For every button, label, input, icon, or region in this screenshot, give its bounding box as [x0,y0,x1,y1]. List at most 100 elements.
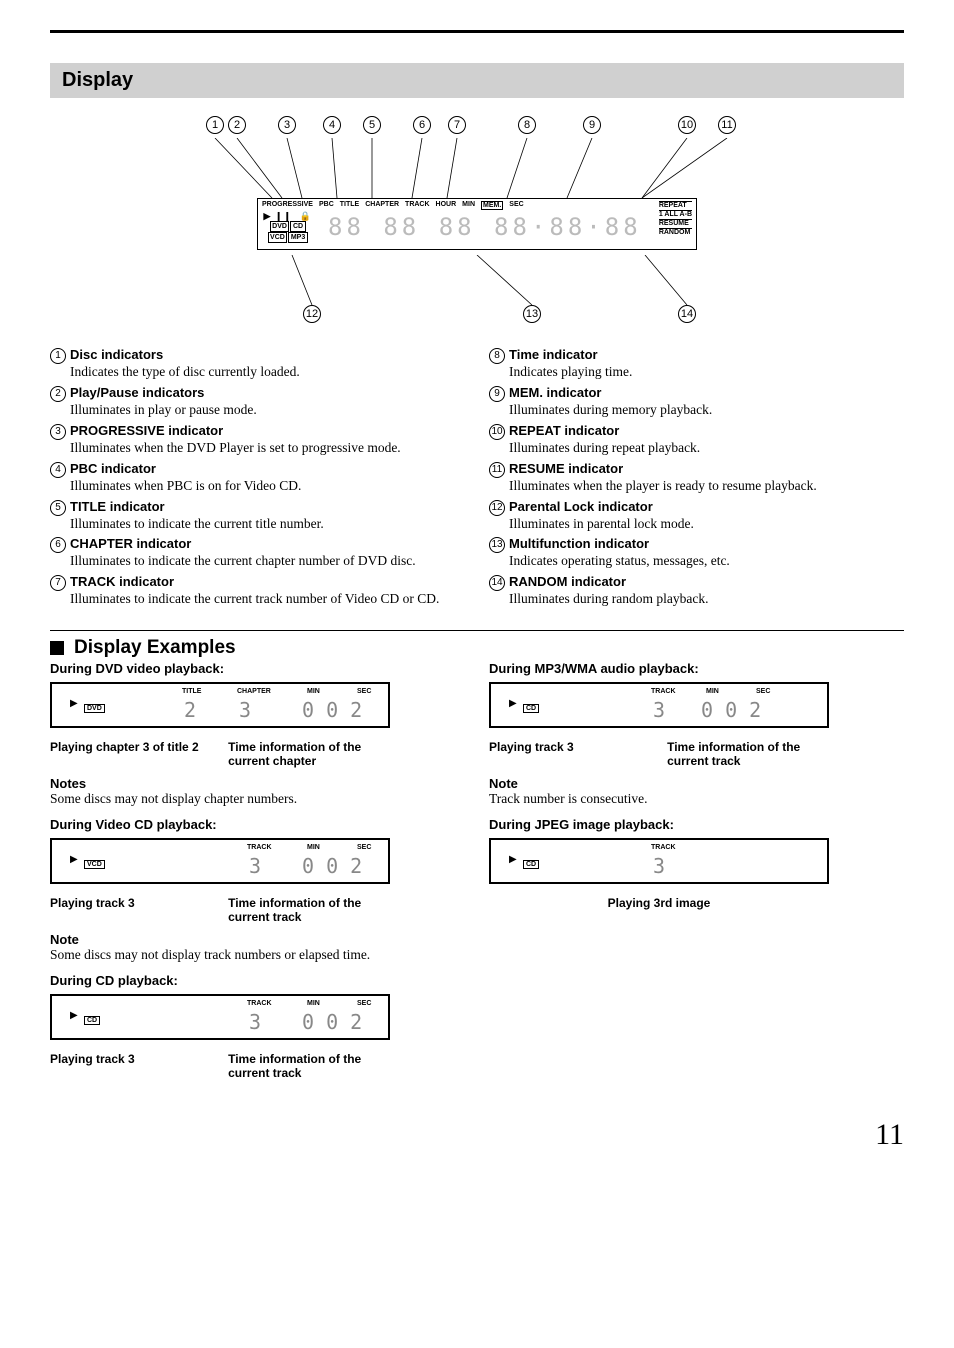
mini-col-label: CHAPTER [237,688,271,695]
callout-7: 7 [448,116,466,134]
example-caption-right: Time information of the current chapter [228,740,390,768]
notes-heading: Note [489,776,904,791]
callout-num: 4 [50,462,66,478]
main-display-diagram: 1234567891011 PROGRESSIVEPBCTITLECHAPTER… [50,116,904,327]
indicator-desc: Illuminates in parental lock mode. [509,516,904,533]
indicator-title: PROGRESSIVE indicator [70,423,223,438]
vfd-label: SEC [509,201,523,210]
indicator-item-9: 9MEM. indicatorIlluminates during memory… [489,385,904,419]
callout-10: 10 [678,116,696,134]
callout-num: 2 [50,386,66,402]
indicator-desc: Indicates playing time. [509,364,904,381]
mini-sec-label: SEC [357,688,371,695]
seven-segment-placeholder: 88 88 88 88·88·88 [328,213,642,241]
example-caption-left: Playing track 3 [489,740,667,768]
mini-vfd-display: ▶CDTRACK3 [489,838,829,884]
vfd-side-label: RESUME [659,219,692,228]
mini-time-value: 0 0 2 [302,698,362,722]
indicator-desc: Illuminates during memory playback. [509,402,904,419]
disc-type-label: VCD [268,232,288,243]
indicator-title: TITLE indicator [70,499,165,514]
vfd-label: TITLE [340,201,359,210]
mini-seg-value: 3 [239,698,251,722]
callout-num: 5 [50,500,66,516]
indicator-item-10: 10REPEAT indicatorIlluminates during rep… [489,423,904,457]
example-caption-right: Time information of the current track [228,896,390,924]
callout-13: 13 [523,305,541,323]
notes-heading: Note [50,932,465,947]
mini-vfd-display: ▶DVDTITLE2CHAPTER3MINSEC0 0 2 [50,682,390,728]
mini-col-label: TRACK [651,844,676,851]
mini-vfd-display: ▶CDTRACK3MINSEC0 0 2 [489,682,829,728]
indicator-title: PBC indicator [70,461,156,476]
vfd-label: PBC [319,201,334,210]
indicator-title: RESUME indicator [509,461,623,476]
indicator-descriptions: 1Disc indicatorsIndicates the type of di… [50,347,904,612]
indicator-title: Multifunction indicator [509,536,649,551]
callout-num: 13 [489,537,505,553]
mini-col-label: TRACK [247,844,272,851]
indicator-title: Disc indicators [70,347,163,362]
indicator-item-3: 3PROGRESSIVE indicatorIlluminates when t… [50,423,465,457]
vfd-side-label: 1 ALL A-B [659,210,692,219]
callout-num: 6 [50,537,66,553]
callout-1: 1 [206,116,224,134]
mini-time-value: 0 0 2 [701,698,761,722]
indicator-desc: Illuminates during random playback. [509,591,904,608]
callout-num: 7 [50,575,66,591]
example-block: During JPEG image playback:▶CDTRACK3Play… [489,817,904,910]
example-block: During CD playback:▶CDTRACK3MINSEC0 0 2P… [50,973,465,1080]
mini-seg-value: 3 [653,698,665,722]
callout-5: 5 [363,116,381,134]
page-top-rule [50,30,904,33]
play-icon: ▶ [509,854,517,865]
mini-time-value: 0 0 2 [302,854,362,878]
example-block: During DVD video playback:▶DVDTITLE2CHAP… [50,661,465,807]
notes-body: Some discs may not display chapter numbe… [50,791,465,807]
indicator-title: Time indicator [509,347,598,362]
indicator-desc: Illuminates when PBC is on for Video CD. [70,478,465,495]
section-title-bar: Display [50,63,904,98]
indicator-item-12: 12Parental Lock indicatorIlluminates in … [489,499,904,533]
play-icon: ▶ [70,854,78,865]
notes-heading: Notes [50,776,465,791]
page-number: 11 [50,1118,904,1152]
mini-seg-value: 3 [249,1010,261,1034]
example-block: During Video CD playback:▶VCDTRACK3MINSE… [50,817,465,963]
example-heading: During DVD video playback: [50,661,465,676]
indicator-item-13: 13 Multifunction indicator Indicates opera… [489,536,904,570]
indicator-title: MEM. indicator [509,385,601,400]
examples-heading: Display Examples [74,637,236,659]
example-caption-left: Playing track 3 [50,1052,228,1080]
mini-min-label: MIN [706,688,719,695]
indicator-item-1: 1Disc indicatorsIndicates the type of di… [50,347,465,381]
indicator-desc: Illuminates to indicate the current chap… [70,553,465,570]
vfd-display-box: PROGRESSIVEPBCTITLECHAPTERTRACKHOURMINME… [257,198,697,250]
example-heading: During Video CD playback: [50,817,465,832]
disc-type-badge: CD [84,1016,100,1025]
mini-min-label: MIN [307,1000,320,1007]
indicator-desc: Indicates the type of disc currently loa… [70,364,465,381]
mini-sec-label: SEC [756,688,770,695]
vfd-label: TRACK [405,201,430,210]
mini-vfd-display: ▶CDTRACK3MINSEC0 0 2 [50,994,390,1040]
callout-12: 12 [303,305,321,323]
black-square-icon [50,641,64,655]
mini-seg-value: 3 [249,854,261,878]
play-icon: ▶ [70,1010,78,1021]
lock-icon: 🔒 [298,212,313,221]
indicator-title: Play/Pause indicators [70,385,204,400]
callout-num: 8 [489,348,505,364]
callout-num: 14 [489,575,505,591]
indicator-desc: Indicates operating status, messages, et… [509,553,904,570]
callout-num: 12 [489,500,505,516]
disc-type-label: CD [290,221,305,232]
callout-2: 2 [228,116,246,134]
notes-body: Track number is consecutive. [489,791,904,807]
callout-3: 3 [278,116,296,134]
indicator-desc: Illuminates to indicate the current trac… [70,591,465,608]
callout-num: 10 [489,424,505,440]
indicator-desc: Illuminates during repeat playback. [509,440,904,457]
vfd-label: MEM. [481,201,503,210]
vfd-label: PROGRESSIVE [262,201,313,210]
